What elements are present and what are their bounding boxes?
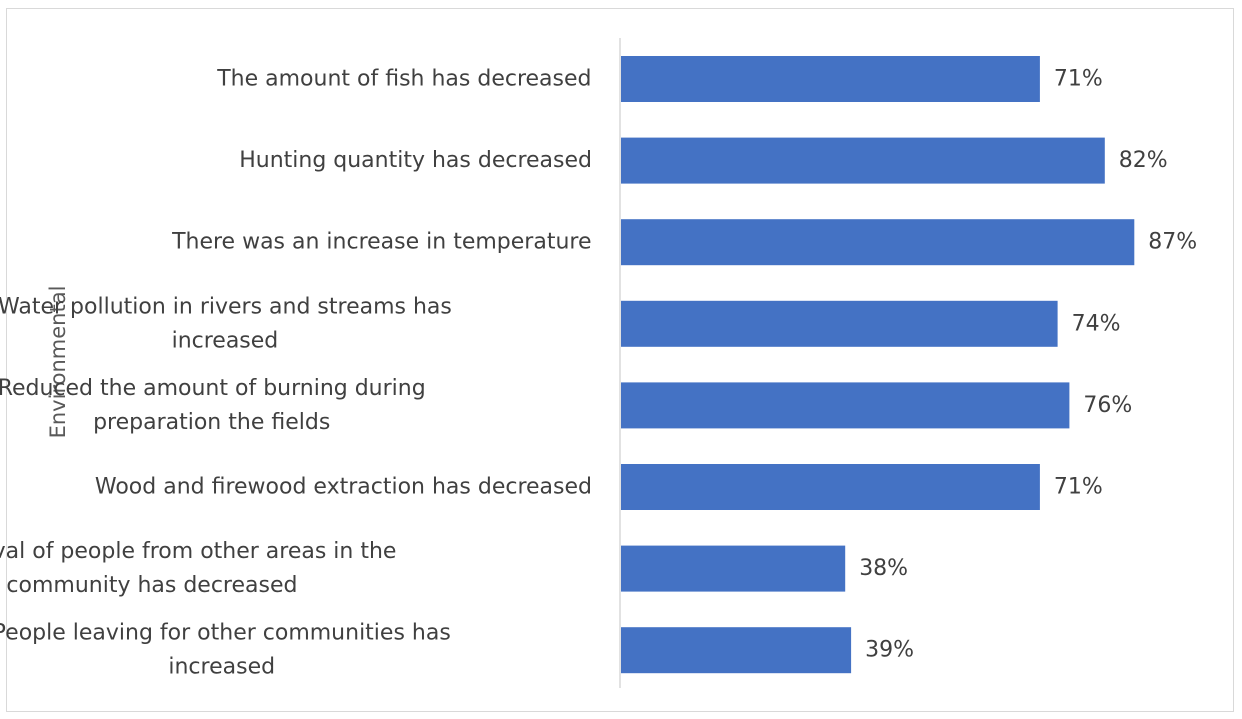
data-label-5: 76% <box>1083 393 1132 418</box>
bar-4 <box>621 300 1058 347</box>
bar-8 <box>621 627 852 674</box>
y-axis-title-group: Environmental <box>46 286 70 439</box>
category-labels-group: The amount of fish has decreased Hunting … <box>0 67 592 680</box>
data-label-2: 82% <box>1119 148 1168 173</box>
data-label-4: 74% <box>1072 311 1121 336</box>
bar-7 <box>621 545 846 592</box>
category-label-7: The arrival of people from other areas i… <box>0 539 396 598</box>
bar-2 <box>621 137 1105 184</box>
bar-1 <box>621 56 1040 102</box>
category-label-5: Reduced the amount of burning during prep… <box>0 376 426 435</box>
category-label-6: Wood and firewood extraction has decreas… <box>95 475 592 500</box>
value-labels-group: 71% 82% 87% 74% 76% 71% 38% 39% <box>859 67 1197 663</box>
bar-3 <box>621 219 1135 266</box>
data-label-6: 71% <box>1054 475 1103 500</box>
category-label-4: Water pollution in rivers and streams ha… <box>0 294 452 353</box>
data-label-1: 71% <box>1054 67 1103 92</box>
y-axis-title: Environmental <box>46 286 70 439</box>
data-label-3: 87% <box>1148 230 1197 255</box>
bar-6 <box>621 464 1040 510</box>
bar-5 <box>621 382 1070 429</box>
category-label-2: Hunting quantity has decreased <box>239 148 592 173</box>
data-label-8: 39% <box>865 638 914 663</box>
category-label-8: People leaving for other communities has… <box>0 621 451 680</box>
category-label-1: The amount of fish has decreased <box>216 67 591 92</box>
bars-group <box>621 56 1135 674</box>
data-label-7: 38% <box>859 556 908 581</box>
category-label-3: There was an increase in temperature <box>171 230 591 255</box>
